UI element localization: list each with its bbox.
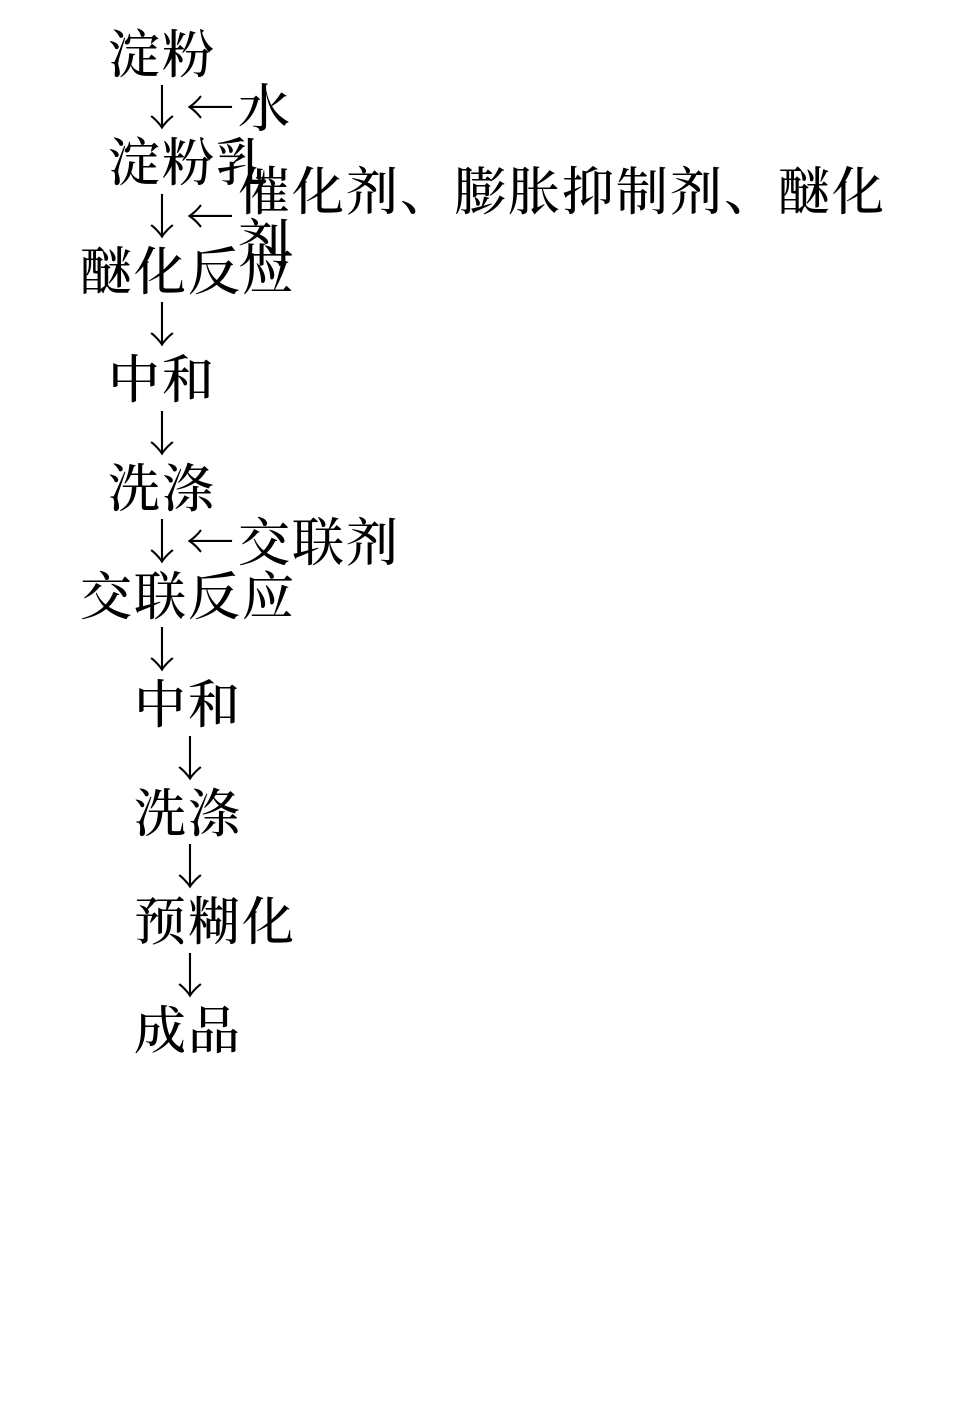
- step-pregelatinize: 预糊化: [134, 887, 893, 949]
- step-neutralize-1: 中和: [108, 345, 893, 407]
- input-catalyst: 催化剂、膨胀抑制剂、醚化剂: [238, 162, 893, 266]
- step-wash-2: 洗涤: [134, 779, 893, 841]
- step-crosslink: 交联反应: [80, 562, 893, 624]
- arrow-row-4: ↓: [138, 408, 893, 454]
- arrow-row-9: ↓: [166, 950, 893, 996]
- arrow-row-7: ↓: [166, 733, 893, 779]
- flowchart-container: 淀粉 ↓ ← 水 淀粉乳 ↓ ← 催化剂、膨胀抑制剂、醚化剂 醚化反应 ↓ 中和…: [0, 0, 973, 1078]
- step-product: 成品: [134, 996, 893, 1058]
- step-neutralize-2: 中和: [134, 670, 893, 732]
- arrow-row-3: ↓: [138, 299, 893, 345]
- arrow-row-6: ↓: [138, 624, 893, 670]
